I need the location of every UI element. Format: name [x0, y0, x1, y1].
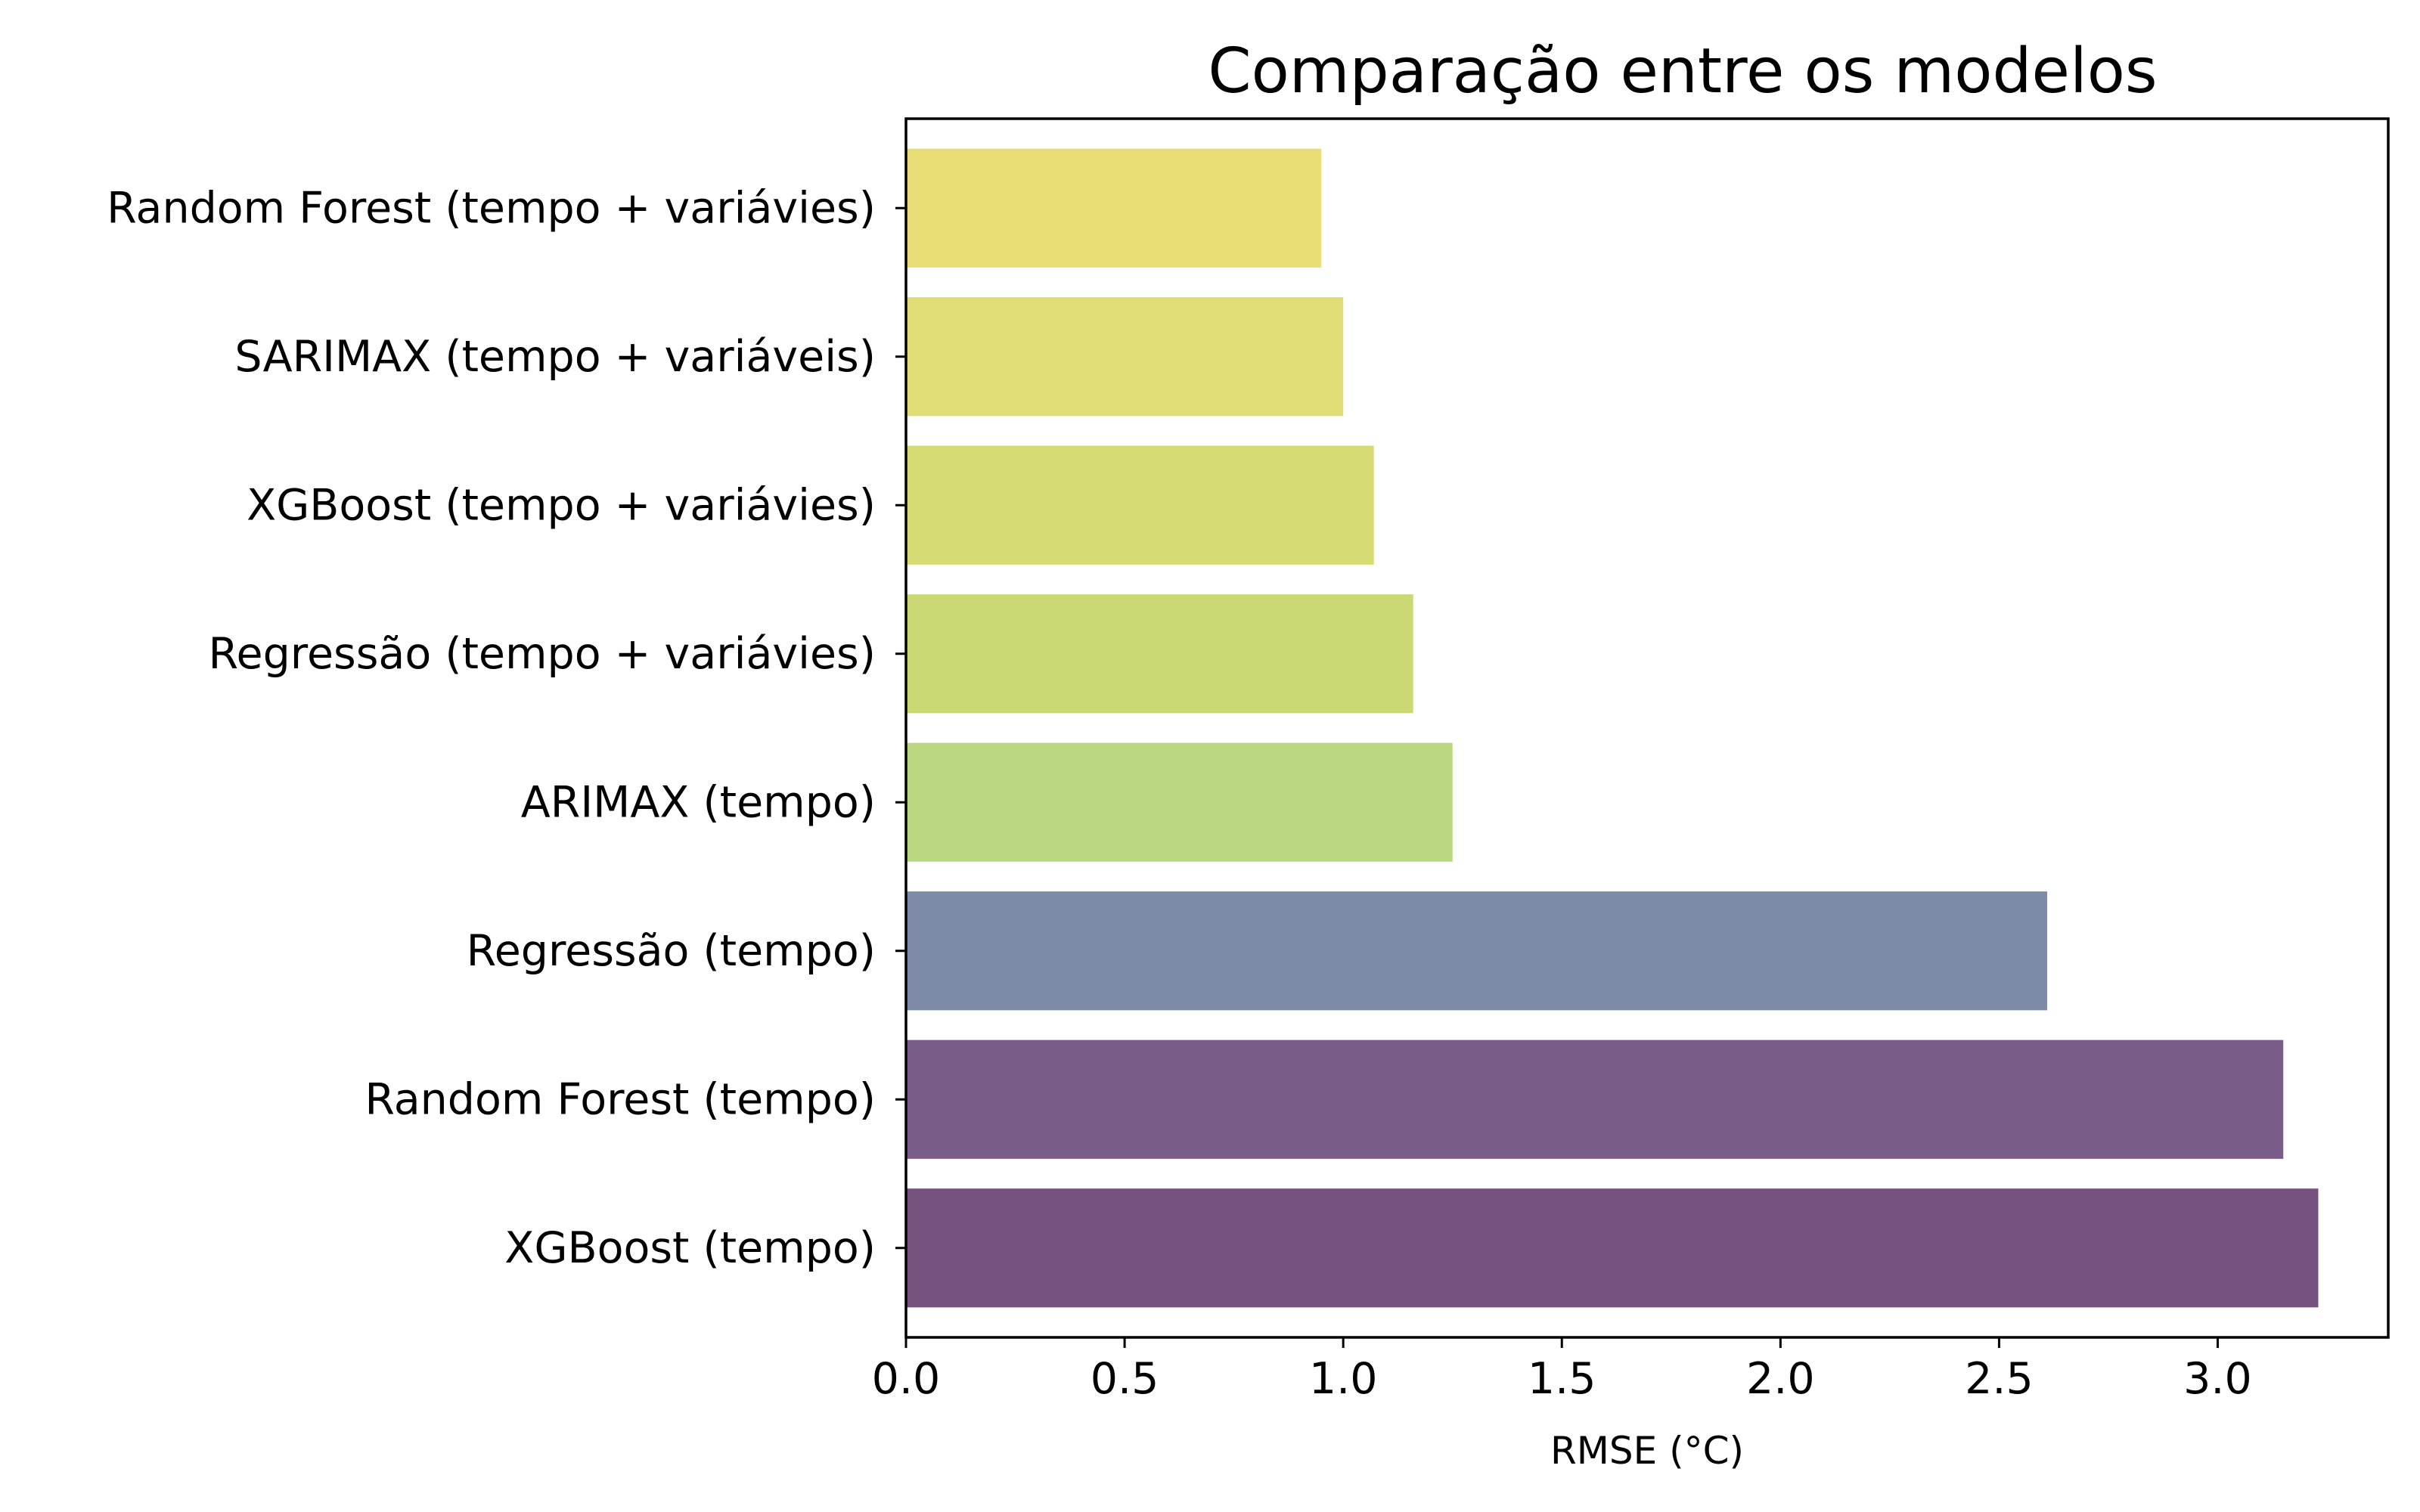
x-tick-label: 1.5: [1528, 1354, 1596, 1404]
x-tick-label: 1.0: [1309, 1354, 1378, 1404]
category-label: ARIMAX (tempo): [521, 777, 876, 827]
bar: [906, 594, 1413, 714]
bar: [906, 742, 1453, 862]
category-label: Regressão (tempo + variávies): [208, 629, 876, 679]
x-tick-label: 0.5: [1091, 1354, 1159, 1404]
category-label: XGBoost (tempo + variávies): [247, 480, 876, 530]
bar: [906, 297, 1344, 417]
category-label: Random Forest (tempo): [365, 1074, 876, 1124]
bar: [906, 891, 2048, 1011]
bar: [906, 445, 1374, 565]
bar: [906, 1040, 2284, 1159]
x-axis-ticks: 0.0 0.5 1.0 1.5 2.0 2.5 3.0: [872, 1337, 2252, 1404]
plot-frame: [904, 117, 2390, 1339]
x-axis-label: RMSE (°C): [1550, 1429, 1744, 1473]
chart-title: Comparação entre os modelos: [1208, 36, 2157, 107]
x-tick-label: 3.0: [2183, 1354, 2252, 1404]
x-tick-label: 2.0: [1746, 1354, 1815, 1404]
x-tick-label: 0.0: [872, 1354, 941, 1404]
category-labels: Random Forest (tempo + variávies) SARIMAX…: [107, 183, 906, 1273]
x-tick-label: 2.5: [1965, 1354, 2034, 1404]
bar: [906, 148, 1322, 268]
category-label: Random Forest (tempo + variávies): [107, 183, 876, 233]
bars-group: [906, 148, 2319, 1308]
category-label: Regressão (tempo): [467, 926, 876, 976]
bar: [906, 1188, 2319, 1308]
category-label: SARIMAX (tempo + variáveis): [234, 332, 876, 382]
category-label: XGBoost (tempo): [504, 1223, 876, 1273]
